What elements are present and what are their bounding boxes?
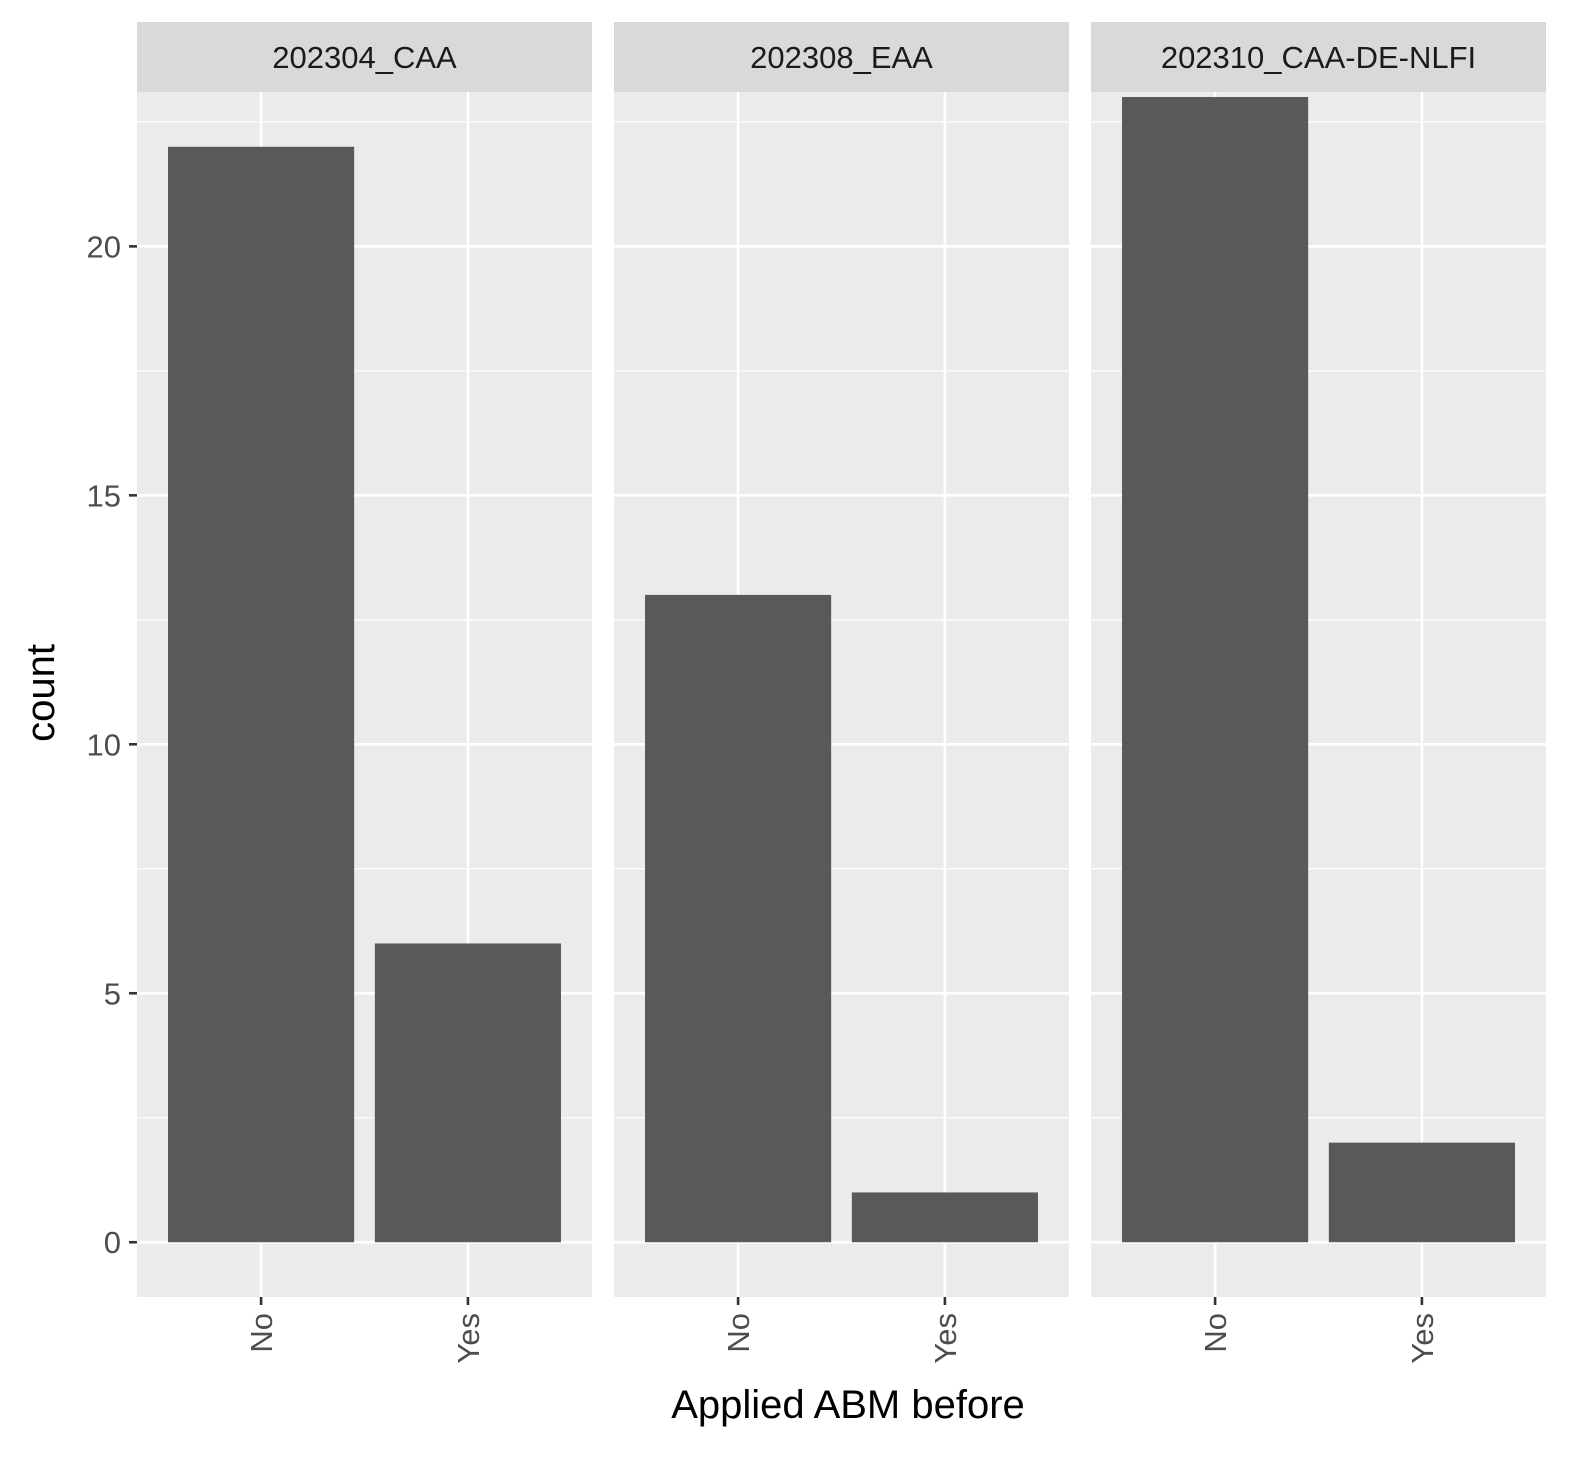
facet-strip-label: 202308_EAA xyxy=(750,40,933,75)
x-tick-label: Yes xyxy=(928,1313,963,1364)
x-tick-label: Yes xyxy=(451,1313,486,1364)
y-tick-label: 20 xyxy=(87,229,121,264)
y-axis-title: count xyxy=(19,644,63,742)
facet-panel: 202304_CAA No Yes xyxy=(137,22,592,1364)
x-tick-label: No xyxy=(1198,1313,1233,1353)
x-tick-label: Yes xyxy=(1405,1313,1440,1364)
bar-202308_EAA-No xyxy=(645,594,832,1243)
y-tick-label: 0 xyxy=(104,1225,121,1260)
x-tick-label: No xyxy=(721,1313,756,1353)
facet-strip-label: 202310_CAA-DE-NLFI xyxy=(1161,40,1476,75)
bar-202304_CAA-No xyxy=(168,146,355,1243)
facet-strip xyxy=(614,22,1069,92)
y-axis: 0 5 10 15 20 xyxy=(87,229,137,1260)
facet-strip xyxy=(137,22,592,92)
facet-panel: 202310_CAA-DE-NLFI No Yes xyxy=(1091,22,1546,1364)
bar-202308_EAA-Yes xyxy=(851,1192,1038,1243)
y-tick-label: 5 xyxy=(104,976,121,1011)
facet-strip-label: 202304_CAA xyxy=(272,40,457,75)
bar-202310_CAA-DE-NLFI-No xyxy=(1122,96,1309,1243)
bar-202310_CAA-DE-NLFI-Yes xyxy=(1328,1142,1515,1243)
y-tick-label: 15 xyxy=(87,478,121,513)
x-tick-label: No xyxy=(244,1313,279,1353)
x-axis-title: Applied ABM before xyxy=(671,1383,1025,1427)
facet-strip xyxy=(1091,22,1546,92)
facet-panel: 202308_EAA No Yes xyxy=(614,22,1069,1364)
bar-202304_CAA-Yes xyxy=(374,943,561,1243)
y-tick-label: 10 xyxy=(87,727,121,762)
